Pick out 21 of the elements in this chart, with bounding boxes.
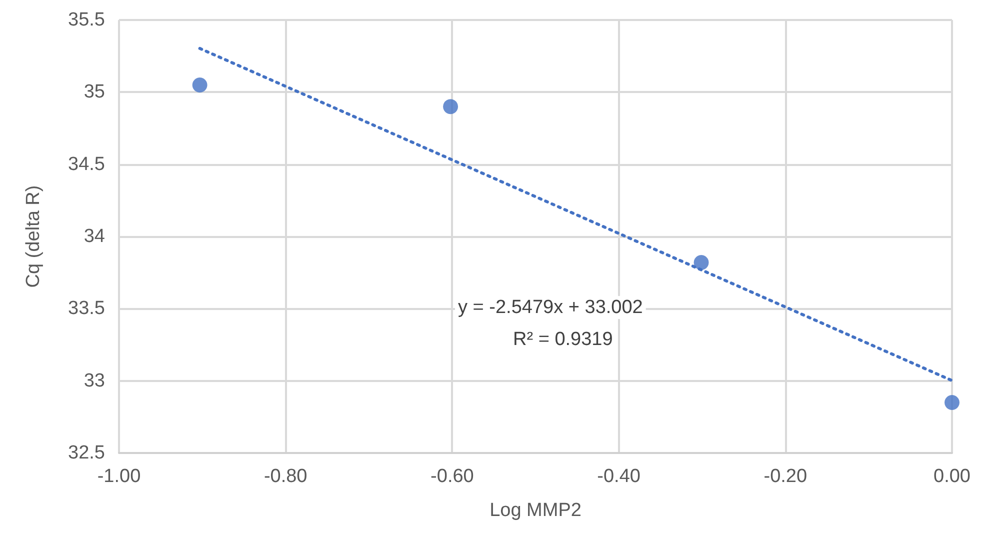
y-tick-label: 35.5 (68, 10, 105, 30)
point (443, 99, 458, 114)
x-tick-label: -0.20 (764, 466, 808, 487)
x-tick-label: -0.40 (597, 466, 640, 487)
point (694, 254, 709, 270)
point (192, 77, 208, 92)
y-tick-label: 33 (84, 370, 105, 392)
y-tick-label: 32.5 (68, 442, 105, 464)
point (944, 394, 960, 410)
x-axis-title: Log MMP2 (490, 500, 582, 521)
x-tick-label: -1.00 (97, 466, 141, 487)
y-tick-label: 34.5 (68, 154, 105, 175)
x-tick-label: -0.60 (430, 466, 474, 487)
y-tick-label: 34 (84, 226, 106, 247)
y-tick-label: 33.5 (68, 298, 105, 320)
annotation: y = -2.5479x + 33.002 (458, 297, 643, 318)
y-tick-label: 35 (84, 82, 105, 103)
y-axis-title: Cq (delta R) (23, 185, 44, 288)
x-tick-label: -0.80 (264, 466, 308, 487)
x-tick-label: 0.00 (934, 466, 970, 487)
annotation: R² = 0.9319 (513, 329, 613, 350)
